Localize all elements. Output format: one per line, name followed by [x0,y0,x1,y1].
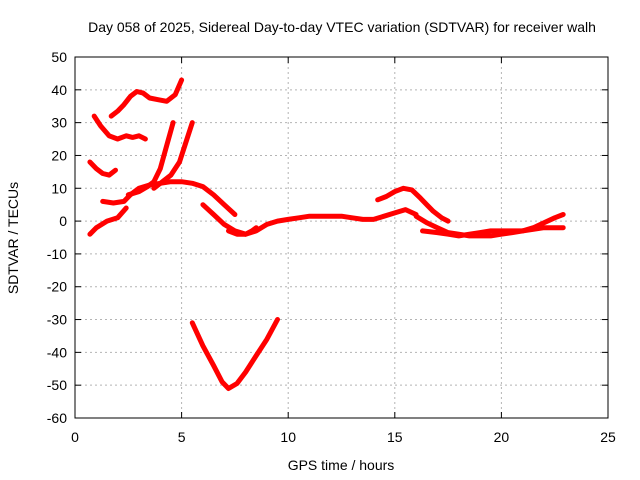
x-axis-title: GPS time / hours [288,457,395,473]
x-tick-label: 10 [280,429,296,445]
series-line-arc-10 [226,207,419,237]
x-tick-label: 0 [71,429,79,445]
series-line-arc-6 [125,120,176,198]
y-tick-label: -30 [47,312,67,328]
series-line-arc-7 [151,120,195,191]
y-tick-label: 50 [51,49,67,65]
series-line-arc-11 [375,185,451,224]
x-tick-label: 20 [494,429,510,445]
y-tick-label: 30 [51,115,67,131]
series-line-arc-4 [108,77,185,119]
y-tick-label: 20 [51,147,67,163]
grid [75,57,608,418]
x-axis: 0 5 10 15 20 25 [71,57,616,445]
y-tick-label: 10 [51,180,67,196]
series-line-arc-1 [87,205,129,237]
y-axis: -60 -50 -40 -30 -20 -10 0 10 20 30 40 50 [47,49,608,426]
x-tick-label: 25 [600,429,616,445]
series-line-arc-5 [100,179,238,217]
plot-frame [74,56,609,419]
series-line-arc-9 [189,317,280,391]
x-tick-label: 15 [387,429,403,445]
series-line-arc-2 [87,159,118,178]
series-line-arc-3 [91,113,148,142]
y-tick-label: -40 [47,344,67,360]
series-group [87,77,566,391]
y-tick-label: -20 [47,279,67,295]
y-tick-label: -60 [47,410,67,426]
series-line-arc-13 [420,225,566,239]
y-tick-label: 0 [59,213,67,229]
series-line-arc-12 [413,212,566,239]
x-tick-label: 5 [178,429,186,445]
y-tick-label: 40 [51,82,67,98]
y-tick-label: -10 [47,246,67,262]
y-tick-label: -50 [47,377,67,393]
y-axis-title: SDTVAR / TECUs [5,182,21,294]
chart-title: Day 058 of 2025, Sidereal Day-to-day VTE… [88,19,596,35]
